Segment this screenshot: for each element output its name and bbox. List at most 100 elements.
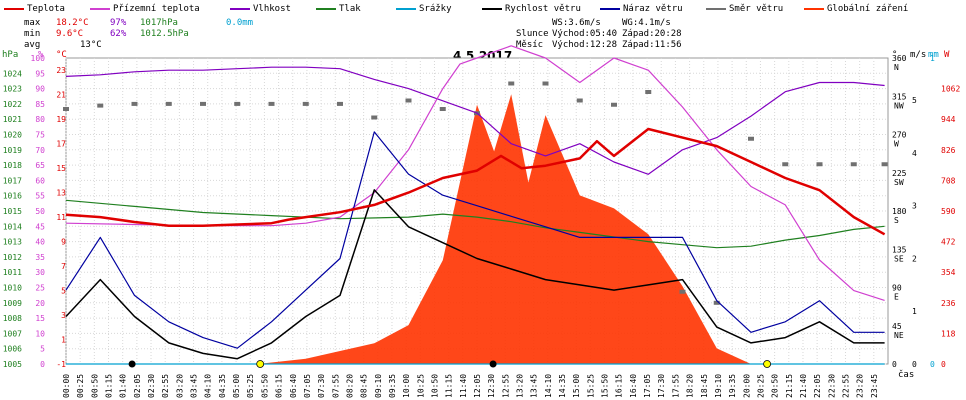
direction-point bbox=[645, 90, 652, 94]
direction-point bbox=[405, 98, 412, 103]
x-tick-label: 16:40 bbox=[629, 374, 638, 398]
axis-tick-label: NE bbox=[894, 331, 904, 340]
x-tick-label: 17:55 bbox=[671, 374, 680, 398]
x-tick-label: 19:35 bbox=[728, 374, 737, 398]
axis-tick-label: 1012 bbox=[3, 253, 22, 262]
x-tick-label: 05:50 bbox=[260, 374, 269, 398]
axis-tick-label: 70 bbox=[35, 146, 45, 155]
moon-set: Západ:11:56 bbox=[622, 40, 682, 50]
axis-tick-label: 5 bbox=[61, 287, 66, 296]
axis-tick-label: 55 bbox=[35, 192, 45, 201]
stats-max-rain: 0.0mm bbox=[226, 18, 254, 28]
x-tick-label: 17:05 bbox=[643, 374, 652, 398]
legend-swatch bbox=[4, 7, 24, 10]
x-tick-label: 00:50 bbox=[90, 374, 99, 398]
x-tick-label: 02:55 bbox=[161, 374, 170, 398]
x-tick-label: 20:00 bbox=[742, 374, 751, 398]
legend-item-naraz-vetru: Náraz větru bbox=[600, 4, 683, 14]
direction-point bbox=[165, 101, 172, 106]
axis-tick-label: 1007 bbox=[3, 329, 22, 338]
axis-tick-label: 20 bbox=[35, 299, 45, 308]
axis-tick-label: 315 bbox=[892, 92, 907, 101]
axis-tick-label: 25 bbox=[35, 284, 45, 293]
wind-ws: WS:3.6m/s bbox=[552, 18, 601, 28]
axis-tick-label: 1021 bbox=[3, 115, 22, 124]
axis-tick-label: S bbox=[894, 216, 899, 225]
legend: Teplota Přízemní teplota Vlhkost Tlak Sr… bbox=[0, 2, 966, 14]
axis-tick-label: 826 bbox=[941, 146, 956, 155]
rain-axis: 01 bbox=[930, 54, 935, 369]
sun-label: Slunce bbox=[516, 29, 549, 39]
x-tick-label: 17:30 bbox=[657, 374, 666, 398]
series-prizemni-teplota-line bbox=[65, 45, 885, 301]
legend-label: Náraz větru bbox=[623, 4, 683, 14]
axis-tick-label: 1020 bbox=[3, 131, 22, 140]
sunrise-marker bbox=[256, 360, 265, 368]
direction-point bbox=[508, 81, 515, 86]
x-tick-label: 20:50 bbox=[771, 374, 780, 398]
axis-tick-label: 80 bbox=[35, 115, 45, 124]
x-tick-label: 08:45 bbox=[360, 374, 369, 398]
stats-avg-temp: 13°C bbox=[80, 40, 102, 50]
x-tick-label: 01:40 bbox=[119, 374, 128, 398]
legend-label: Tlak bbox=[339, 4, 361, 14]
axis-tick-label: 1062 bbox=[941, 85, 960, 94]
axis-tick-label: 1 bbox=[930, 54, 935, 63]
x-tick-label: 09:35 bbox=[388, 374, 397, 398]
direction-point bbox=[748, 136, 754, 141]
direction-point bbox=[439, 107, 446, 111]
humidity-axis: 0 5 10 15 20 25 30 35 40 45 50 55 60 65 70 75 80 85 90 95 10… bbox=[31, 54, 46, 369]
direction-point bbox=[371, 115, 378, 120]
legend-item-tlak: Tlak bbox=[316, 4, 361, 14]
sunset-marker bbox=[763, 360, 771, 368]
axis-tick-label: 9 bbox=[61, 238, 66, 247]
axis-tick-label: -1 bbox=[56, 360, 66, 369]
axis-tick-label: 1013 bbox=[3, 238, 22, 247]
axis-tick-label: 65 bbox=[35, 161, 45, 170]
axis-tick-label: SE bbox=[894, 254, 904, 263]
x-tick-label: 10:00 bbox=[402, 374, 411, 398]
stats-min-hum: 62% bbox=[110, 29, 127, 39]
axis-tick-label: 7 bbox=[61, 262, 66, 271]
moonset-marker bbox=[128, 360, 136, 368]
axis-tick-label: 23 bbox=[56, 66, 66, 75]
x-tick-label: 03:20 bbox=[175, 374, 184, 398]
direction-point bbox=[850, 162, 857, 167]
direction-point bbox=[97, 103, 104, 108]
unit-ms: m/s bbox=[910, 50, 926, 60]
x-tick-label: 14:35 bbox=[558, 374, 567, 398]
axis-tick-label: 45 bbox=[892, 322, 902, 331]
x-tick-label: 10:50 bbox=[430, 374, 439, 398]
axis-tick-label: 1019 bbox=[3, 146, 22, 155]
axis-tick-label: 21 bbox=[56, 91, 66, 100]
axis-tick-label: 944 bbox=[941, 115, 956, 124]
axis-tick-label: 90 bbox=[35, 85, 45, 94]
x-tick-label: 07:30 bbox=[317, 374, 326, 398]
x-tick-label: 22:55 bbox=[841, 374, 850, 398]
axis-tick-label: 1015 bbox=[3, 207, 22, 216]
axis-tick-label: 472 bbox=[941, 238, 956, 247]
legend-swatch bbox=[600, 7, 620, 10]
legend-swatch bbox=[706, 7, 726, 10]
direction-point bbox=[576, 98, 583, 103]
legend-label: Srážky bbox=[419, 4, 452, 14]
unit-deg: ° bbox=[892, 50, 897, 60]
legend-item-vlhkost: Vlhkost bbox=[230, 4, 291, 14]
axis-tick-label: 19 bbox=[56, 115, 66, 124]
x-tick-label: 18:45 bbox=[700, 374, 709, 398]
axis-tick-label: 5 bbox=[40, 345, 45, 354]
legend-item-globalni-zareni: Globální záření bbox=[804, 4, 908, 14]
axis-tick-label: 1024 bbox=[3, 69, 22, 78]
x-tick-label: 03:45 bbox=[190, 374, 199, 398]
moon-rise: Východ:12:28 bbox=[552, 40, 618, 50]
legend-item-srazky: Srážky bbox=[396, 4, 452, 14]
x-tick-label: 02:30 bbox=[147, 374, 156, 398]
x-tick-label: 22:05 bbox=[813, 374, 822, 398]
axis-tick-label: 1014 bbox=[3, 222, 22, 231]
x-tick-label: 05:00 bbox=[232, 374, 241, 398]
x-tick-label: 11:40 bbox=[459, 374, 468, 398]
stats-max-hum: 97% bbox=[110, 18, 127, 28]
unit-w: W bbox=[944, 50, 950, 60]
direction-point bbox=[268, 101, 275, 106]
direction-point bbox=[611, 102, 617, 107]
